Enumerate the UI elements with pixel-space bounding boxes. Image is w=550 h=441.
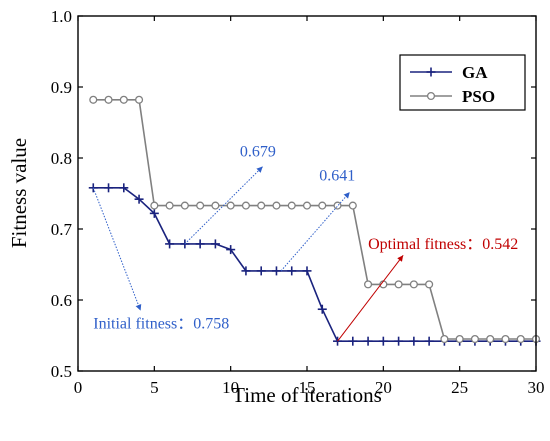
legend-box <box>399 54 526 111</box>
annotation-label: Optimal fitness：0.542 <box>368 236 518 253</box>
annotation-label: 0.641 <box>319 168 355 185</box>
annotation-label: Initial fitness：0.758 <box>93 315 229 332</box>
pso-point <box>241 201 250 210</box>
pso-series-line <box>93 99 536 340</box>
annotation-label: 0.679 <box>240 144 276 161</box>
y-tick-label: 0.9 <box>51 78 72 97</box>
legend-pso-point <box>426 91 436 101</box>
y-tick-label: 1.0 <box>51 7 72 26</box>
x-tick-label: 10 <box>222 378 239 397</box>
ga-point <box>394 336 404 346</box>
ga-point <box>363 336 373 346</box>
pso-point <box>89 95 98 104</box>
pso-point <box>394 280 403 289</box>
ga-point <box>302 266 312 276</box>
pso-point <box>119 95 128 104</box>
ga-point <box>348 336 358 346</box>
pso-point <box>150 201 159 210</box>
pso-point <box>318 201 327 210</box>
legend-ga-label: GA <box>462 63 488 82</box>
pso-point <box>135 95 144 104</box>
ga-point <box>271 266 281 276</box>
annotation-layer: 0.679 0.641 Optimal fitness：0.542 Initial f… <box>92 144 518 342</box>
pso-point <box>211 201 220 210</box>
pso-point <box>287 201 296 210</box>
pso-point <box>257 201 266 210</box>
ga-point <box>149 208 159 218</box>
ga-point <box>317 304 327 314</box>
annotation-arrow <box>337 254 404 342</box>
x-tick-label: 25 <box>451 378 468 397</box>
legend-entries: GA PSO <box>410 63 495 106</box>
ga-point <box>287 266 297 276</box>
annotation-arrow <box>184 166 264 245</box>
y-axis-title: Fitness value <box>7 138 31 248</box>
x-axis-title: Time of iterations <box>232 383 382 407</box>
y-tick-label: 0.6 <box>51 291 72 310</box>
ga-point <box>409 336 419 346</box>
pso-point <box>364 280 373 289</box>
x-tick-label: 0 <box>74 378 83 397</box>
pso-point <box>302 201 312 210</box>
pso-point <box>440 334 449 344</box>
ga-point <box>226 245 236 255</box>
ga-point <box>241 266 251 276</box>
pso-point <box>333 201 342 210</box>
ga-point <box>119 183 129 193</box>
axis-layer: 0 5 10 15 20 25 30 0.5 0.6 0.7 0.8 0.9 1.0 <box>51 7 545 397</box>
x-tick-label: 30 <box>528 378 545 397</box>
annotation-arrow <box>92 187 142 311</box>
pso-point <box>486 334 495 344</box>
ga-point <box>134 194 144 204</box>
ga-point <box>165 239 175 249</box>
y-tick-label: 0.8 <box>51 149 72 168</box>
legend: GA PSO <box>399 54 526 111</box>
pso-point <box>180 201 189 210</box>
x-tick-label: 20 <box>375 378 392 397</box>
ga-point <box>256 266 266 276</box>
series-layer <box>88 95 541 346</box>
pso-point <box>348 201 357 210</box>
ga-point <box>104 183 114 193</box>
pso-point <box>501 334 510 344</box>
x-tick-label: 5 <box>150 378 159 397</box>
ga-point <box>195 239 205 249</box>
pso-point <box>516 334 525 344</box>
pso-point <box>470 334 479 344</box>
y-tick-label: 0.5 <box>51 362 72 381</box>
ga-point <box>378 336 388 346</box>
pso-point <box>226 201 235 210</box>
pso-point <box>104 95 113 104</box>
pso-point <box>165 201 174 210</box>
pso-point <box>425 280 434 289</box>
ga-point <box>210 239 220 249</box>
pso-point <box>196 201 205 210</box>
x-tick-label: 15 <box>299 378 316 397</box>
annotation-arrow <box>280 191 351 272</box>
legend-ga-point <box>426 67 436 77</box>
ga-point <box>424 336 434 346</box>
pso-point <box>272 201 281 210</box>
pso-point <box>409 280 418 289</box>
y-tick-label: 0.7 <box>51 220 73 239</box>
pso-point <box>455 334 464 344</box>
legend-pso-label: PSO <box>462 87 495 106</box>
